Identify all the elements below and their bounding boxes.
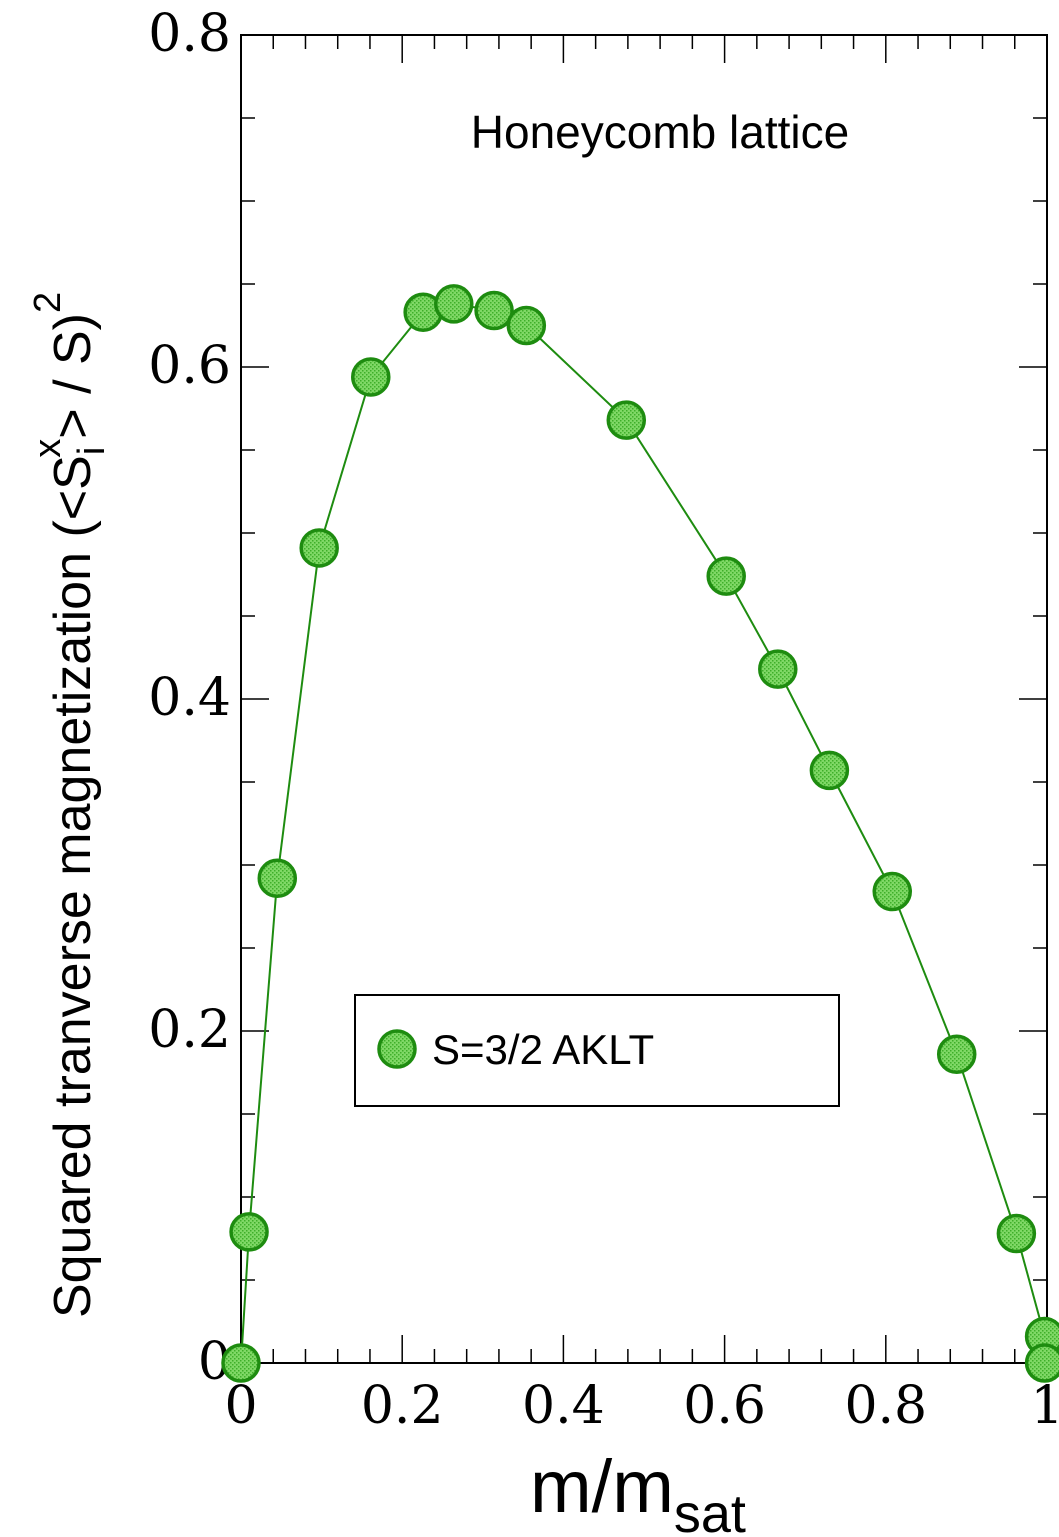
- y-axis-label: Squared tranverse magnetization (<Six> /…: [27, 292, 113, 1318]
- data-point: [809, 750, 850, 791]
- legend-box: [354, 994, 840, 1107]
- tick-labels: 0 0.2 0.4 0.6 0.8 100.20.40.60.8: [148, 4, 1059, 1436]
- x-tick-label: 0.4: [522, 1376, 605, 1436]
- legend-marker: [377, 1029, 417, 1069]
- data-point: [1024, 1343, 1059, 1383]
- data-point: [758, 649, 798, 689]
- data-point: [299, 528, 339, 568]
- data-point: [872, 871, 912, 912]
- y-axis-label-sup2: 2: [27, 292, 69, 313]
- y-tick-label: 0.2: [148, 1000, 231, 1060]
- x-tick-label: 1: [1030, 1376, 1059, 1436]
- data-point: [434, 284, 474, 324]
- data-point: [996, 1213, 1037, 1254]
- y-axis-label-sup: x: [27, 439, 69, 458]
- axis-ticks: [240, 34, 1048, 1364]
- x-axis-label: m/msat: [530, 1445, 746, 1537]
- data-point: [506, 305, 547, 346]
- data-point: [936, 1034, 977, 1074]
- data-point: [606, 400, 647, 440]
- data-point: [229, 1212, 269, 1252]
- legend: S=3/2 AKLT: [354, 994, 840, 1107]
- data-point: [257, 858, 298, 899]
- y-axis-label-prefix: Squared tranverse magnetization (<S: [44, 455, 102, 1318]
- x-tick-label: 0: [224, 1376, 257, 1436]
- data-markers: [221, 284, 1059, 1383]
- x-tick-label: 0.2: [361, 1376, 444, 1436]
- data-point: [351, 357, 391, 397]
- x-axis-label-sub: sat: [674, 1484, 746, 1537]
- y-axis-label-mid: > / S): [44, 313, 102, 439]
- data-point: [706, 556, 746, 596]
- legend-label: S=3/2 AKLT: [432, 1026, 654, 1073]
- x-tick-label: 0.6: [683, 1376, 766, 1436]
- data-point: [221, 1343, 261, 1383]
- y-tick-label: 0.4: [148, 668, 231, 728]
- y-tick-label: 0.6: [148, 336, 231, 396]
- y-tick-label: 0.8: [148, 4, 231, 64]
- y-axis-label-sub: i: [71, 447, 113, 455]
- chart-title: Honeycomb lattice: [471, 106, 849, 158]
- plot-frame: [240, 34, 1048, 1364]
- series-line: [240, 302, 1046, 1364]
- data-point: [474, 290, 514, 331]
- x-tick-label: 0.8: [844, 1376, 927, 1436]
- x-axis-label-main: m/m: [530, 1445, 674, 1528]
